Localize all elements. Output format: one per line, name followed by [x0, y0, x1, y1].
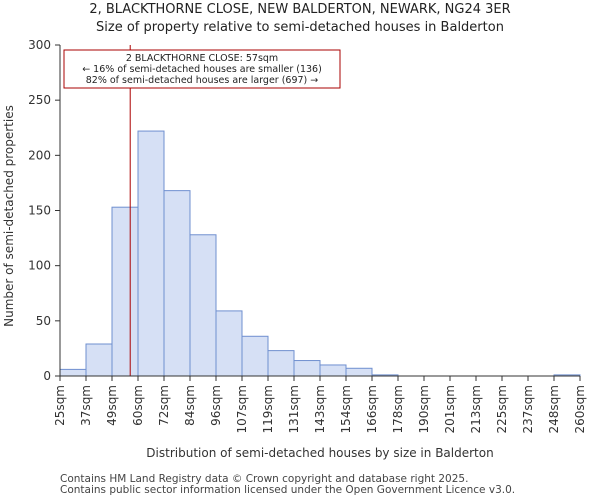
- x-tick-label: 131sqm: [287, 385, 301, 433]
- y-tick-label: 0: [43, 369, 51, 383]
- annotation-line-1: 2 BLACKTHORNE CLOSE: 57sqm: [126, 53, 278, 64]
- x-tick-label: 119sqm: [261, 385, 275, 433]
- x-tick-label: 25sqm: [53, 385, 67, 426]
- x-axis-label: Distribution of semi-detached houses by …: [146, 446, 493, 460]
- x-tick-label: 143sqm: [313, 385, 327, 433]
- footer-copyright: Contains HM Land Registry data © Crown c…: [60, 473, 469, 485]
- x-tick-label: 37sqm: [79, 385, 93, 426]
- annotation-line-3: 82% of semi-detached houses are larger (…: [86, 75, 319, 86]
- x-tick-label: 107sqm: [235, 385, 249, 433]
- x-tick-label: 49sqm: [105, 385, 119, 426]
- bar-60sqm: [137, 130, 165, 377]
- x-tick-label: 96sqm: [209, 385, 223, 426]
- annotation-box: 2 BLACKTHORNE CLOSE: 57sqm ← 16% of semi…: [63, 49, 341, 89]
- y-tick-label: 50: [36, 314, 51, 328]
- bar-96sqm: [215, 310, 243, 377]
- y-tick-label: 300: [28, 38, 51, 52]
- x-tick-label: 237sqm: [521, 385, 535, 433]
- annotation-line-2: ← 16% of semi-detached houses are smalle…: [82, 64, 322, 75]
- y-tick-label: 150: [28, 204, 51, 218]
- x-tick-label: 178sqm: [391, 385, 405, 433]
- x-tick-label: 154sqm: [339, 385, 353, 433]
- x-tick-label: 248sqm: [547, 385, 561, 433]
- bar-154sqm: [345, 367, 373, 377]
- x-tick-label: 201sqm: [443, 385, 457, 433]
- bar-131sqm: [293, 360, 321, 377]
- bar-84sqm: [189, 234, 217, 377]
- bar-49sqm: [111, 206, 139, 377]
- x-tick-label: 72sqm: [157, 385, 171, 426]
- bar-107sqm: [241, 335, 269, 377]
- bar-37sqm: [85, 343, 113, 377]
- x-tick-label: 190sqm: [417, 385, 431, 433]
- y-tick-label: 100: [28, 259, 51, 273]
- x-tick-label: 60sqm: [131, 385, 145, 426]
- y-tick-label: 250: [28, 93, 51, 107]
- chart-subtitle: Size of property relative to semi-detach…: [96, 20, 504, 35]
- bar-119sqm: [267, 350, 295, 377]
- x-tick-label: 225sqm: [495, 385, 509, 433]
- bar-72sqm: [163, 190, 191, 377]
- chart-title: 2, BLACKTHORNE CLOSE, NEW BALDERTON, NEW…: [89, 2, 511, 17]
- y-axis-label: Number of semi-detached properties: [2, 105, 16, 327]
- x-tick-label: 213sqm: [469, 385, 483, 433]
- bar-25sqm: [59, 368, 87, 377]
- x-tick-label: 166sqm: [365, 385, 379, 433]
- x-tick-label: 260sqm: [573, 385, 587, 433]
- x-tick-label: 84sqm: [183, 385, 197, 426]
- footer-licence: Contains public sector information licen…: [60, 484, 516, 496]
- y-tick-label: 200: [28, 148, 51, 162]
- bar-143sqm: [319, 364, 347, 377]
